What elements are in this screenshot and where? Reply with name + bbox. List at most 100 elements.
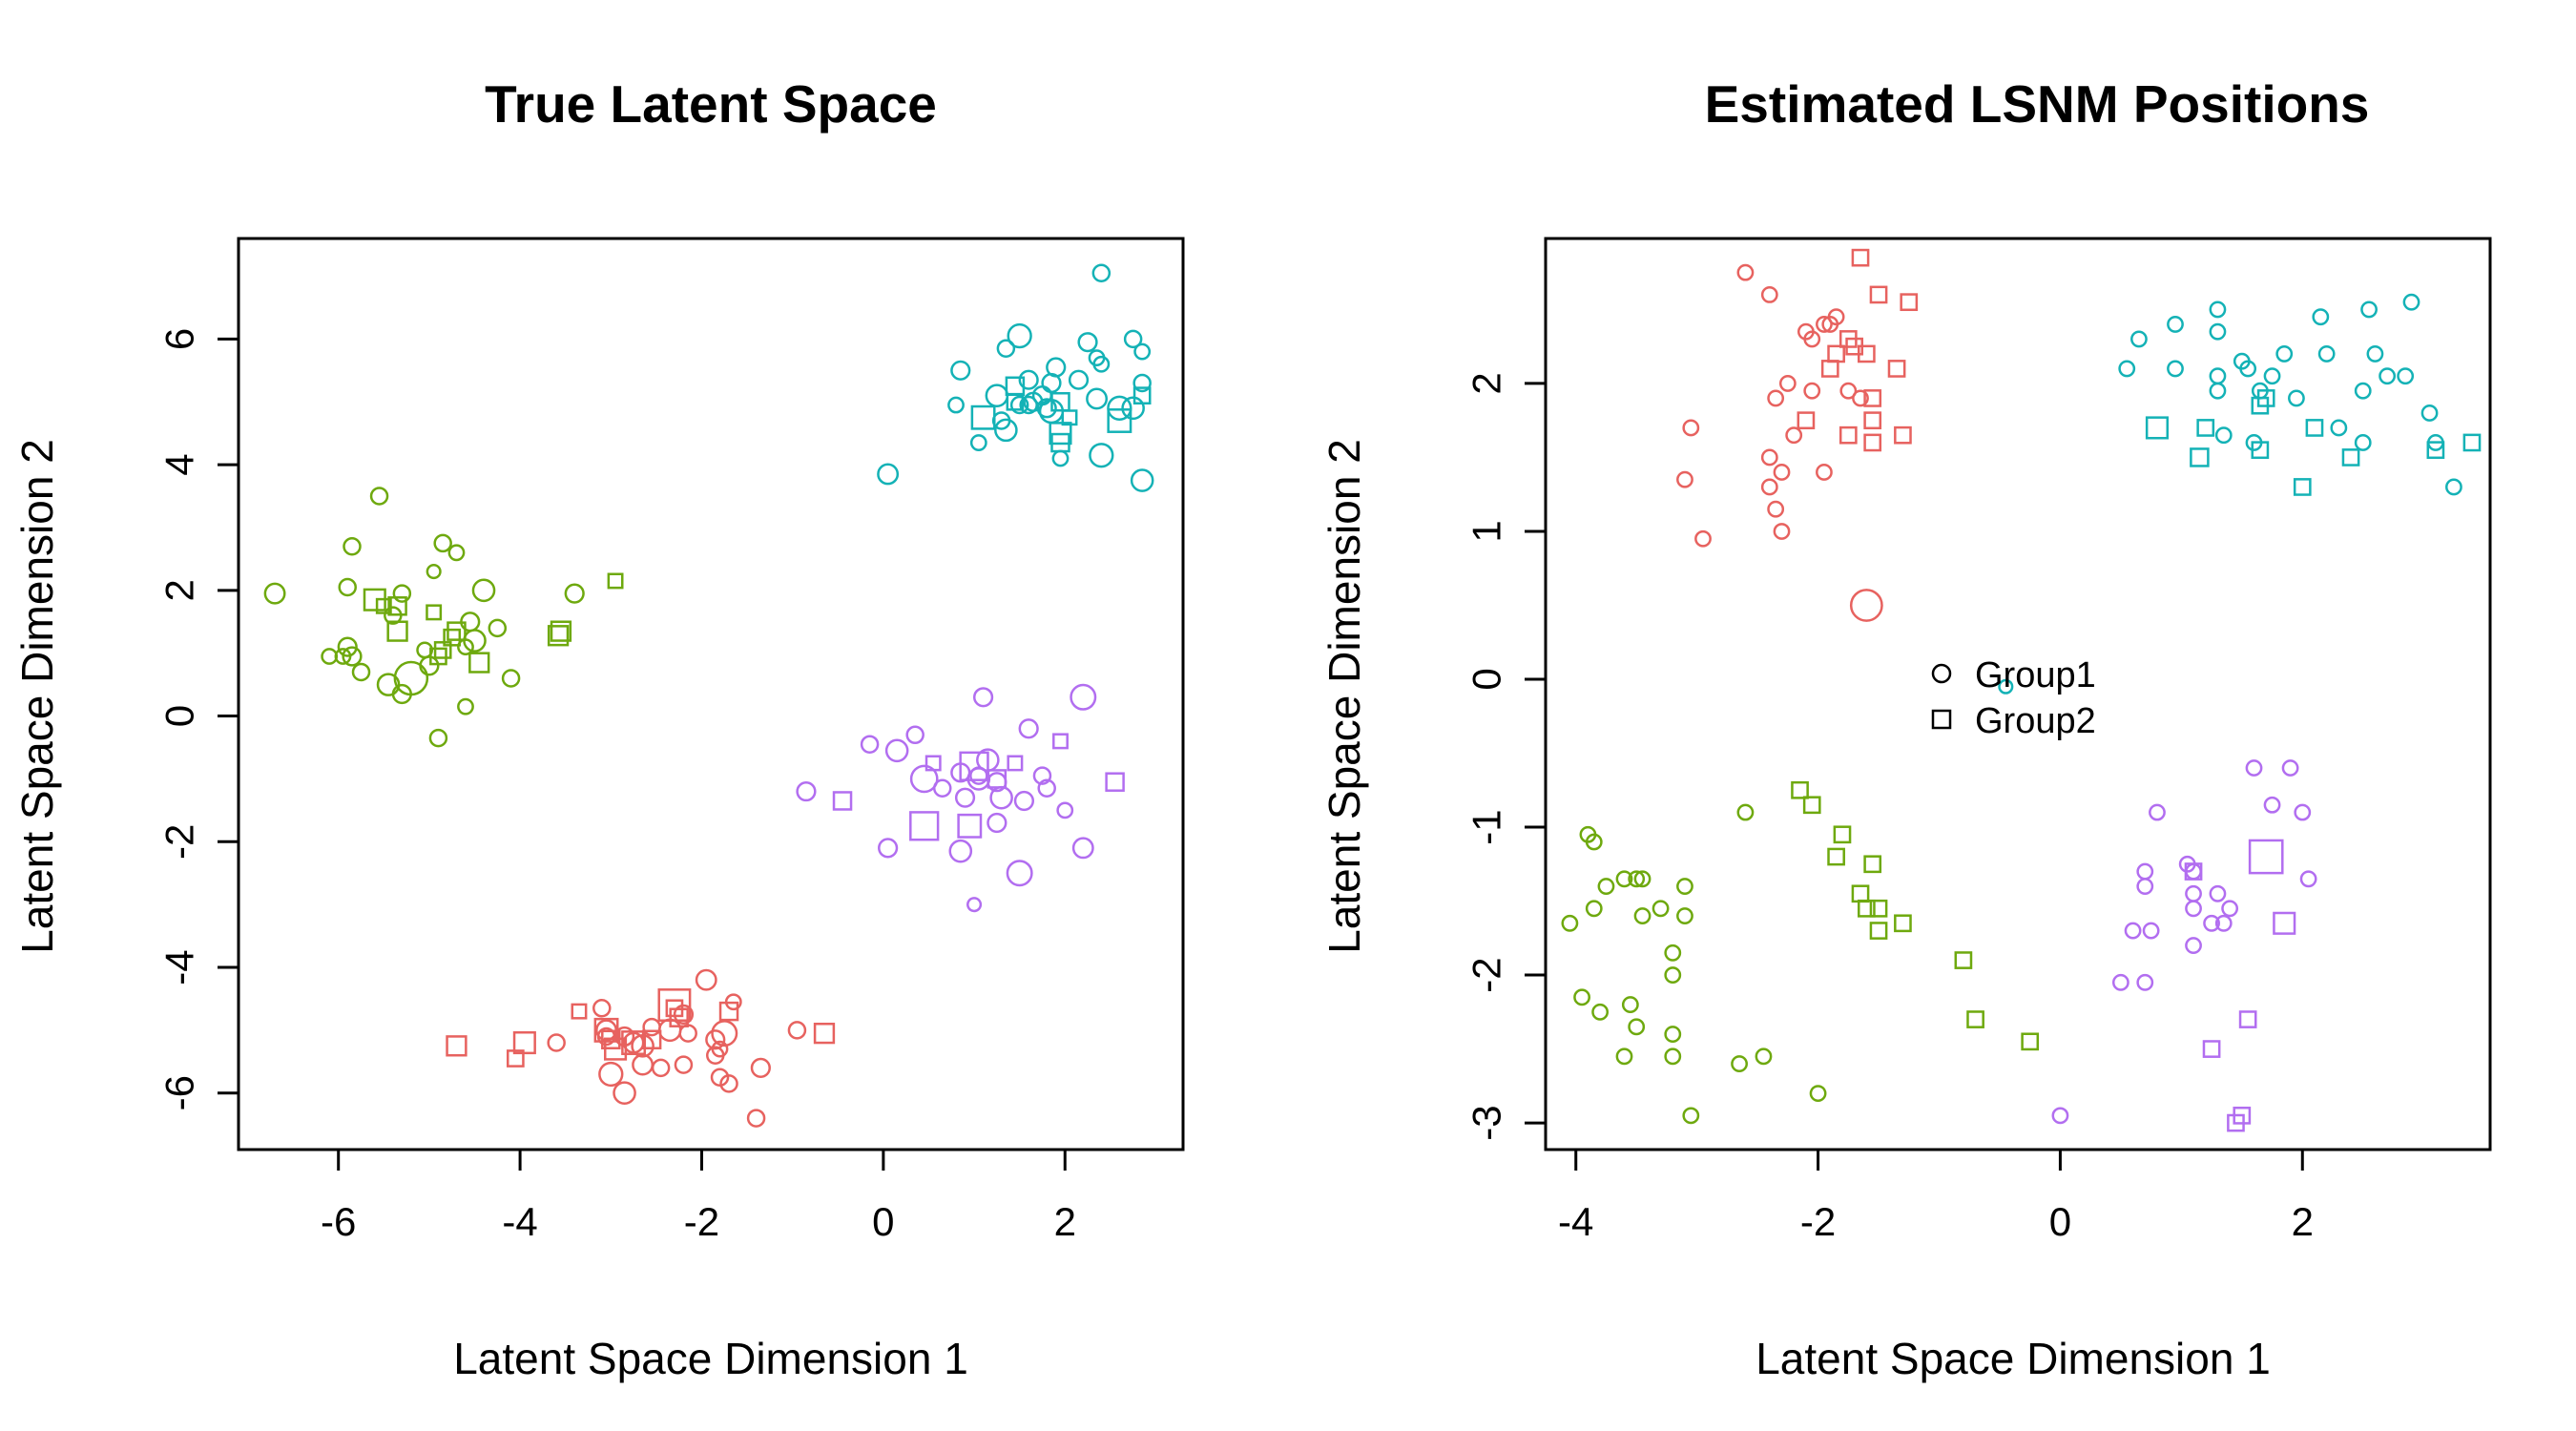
data-point-square [1105,772,1125,792]
data-point-square [1007,755,1024,772]
chart-title: Estimated LSNM Positions [1705,74,2370,134]
x-tick-label: 2 [1054,1199,1076,1244]
data-point-circle [598,1061,624,1088]
data-point-square [1006,392,1025,411]
data-point-circle [1007,322,1032,349]
data-point-square [657,988,692,1022]
data-point-circle [705,1029,726,1050]
data-point-circle [1018,369,1039,390]
data-point-square [433,641,452,659]
data-point-circle [1121,396,1145,421]
x-tick-label: -4 [1558,1199,1593,1244]
data-point-circle [2209,301,2227,319]
data-point-circle [596,1027,616,1047]
data-point-circle [877,463,900,486]
data-point-circle [711,1040,729,1058]
data-point-circle [2275,345,2294,363]
scatter-points [263,263,1154,1128]
data-point-square [1894,914,1912,933]
data-point-circle [2263,796,2281,814]
legend-label-group1: Group1 [1975,655,2096,695]
data-point-square [1900,293,1919,312]
data-point-circle [2354,434,2372,451]
data-point-circle [2445,478,2462,496]
data-point-circle [632,1053,654,1076]
data-point-square [2145,416,2170,440]
data-point-circle [1071,837,1094,860]
data-point-circle [1086,387,1109,410]
data-point-circle [2288,389,2305,407]
x-tick-label: 0 [2049,1199,2071,1244]
data-point-circle [1849,589,1883,622]
data-point-circle [2167,360,2184,378]
data-point-circle [1694,529,1712,548]
data-point-circle [1561,914,1579,932]
data-point-circle [2239,360,2257,378]
data-point-circle [1621,996,1639,1013]
data-point-square [832,791,853,811]
data-point-square [429,647,447,666]
data-point-square [2196,419,2215,437]
data-point-circle [966,897,983,913]
data-point-circle [2214,426,2233,445]
data-point-square [1820,360,1839,378]
data-point-circle [948,839,973,863]
data-point-square [813,1023,836,1045]
data-point-circle [391,683,412,705]
data-point-square [1851,248,1870,267]
data-point-circle [651,1058,671,1078]
data-point-circle [1839,382,1858,400]
data-point-square [1851,884,1870,903]
data-point-circle [1032,766,1052,785]
data-point-circle [1597,878,1615,895]
data-point-circle [1803,382,1821,400]
x-tick-label: 0 [872,1199,894,1244]
data-point-circle [428,728,448,748]
data-point-square [571,1003,588,1020]
data-point-circle [343,536,362,556]
data-point-circle [471,578,496,603]
data-point-circle [1755,1047,1773,1066]
data-point-circle [2221,900,2239,918]
data-point-circle [1785,426,1803,445]
data-point-circle [932,778,952,798]
data-point-circle [674,1055,694,1074]
data-point-circle [1133,342,1152,361]
data-point-circle [2379,367,2397,385]
data-point-circle [263,582,286,605]
y-tick-label: 1 [1465,520,1509,542]
data-point-circle [1091,263,1111,282]
data-point-circle [2167,316,2184,333]
y-tick-label: -4 [157,949,202,985]
panel-estimated-lsnm-positions: Estimated LSNM Positions -4 -2 0 2 -3 -2 -1 0 1 2… [1319,74,2492,1383]
data-point-circle [2299,870,2317,888]
data-point-circle [884,738,909,763]
data-point-circle [2185,937,2202,954]
data-point-square [468,652,490,674]
data-point-circle [2330,419,2348,437]
data-point-circle [447,544,466,562]
data-point-circle [1633,907,1652,924]
data-point-circle [2051,1107,2069,1125]
data-point-circle [2209,322,2227,341]
data-point-circle [2354,382,2372,400]
data-point-circle [337,636,358,657]
legend: Group1 Group2 [1931,655,2096,741]
y-tick-label: 0 [1465,668,1509,690]
data-point-square [718,1001,739,1022]
data-point-circle [1628,870,1646,888]
data-point-circle [954,787,976,808]
data-point-circle [2185,900,2202,918]
data-point-circle [796,780,817,802]
data-point-square [547,625,570,647]
data-point-circle [985,384,1009,407]
data-point-square [443,628,462,647]
data-point-square [1797,411,1816,430]
data-point-square [959,751,989,781]
data-point-circle [1676,878,1693,895]
data-point-circle [878,838,899,859]
data-point-square [2341,448,2360,467]
data-point-square [2462,433,2482,452]
data-point-square [1869,922,1888,940]
y-tick-label: -6 [157,1075,202,1110]
